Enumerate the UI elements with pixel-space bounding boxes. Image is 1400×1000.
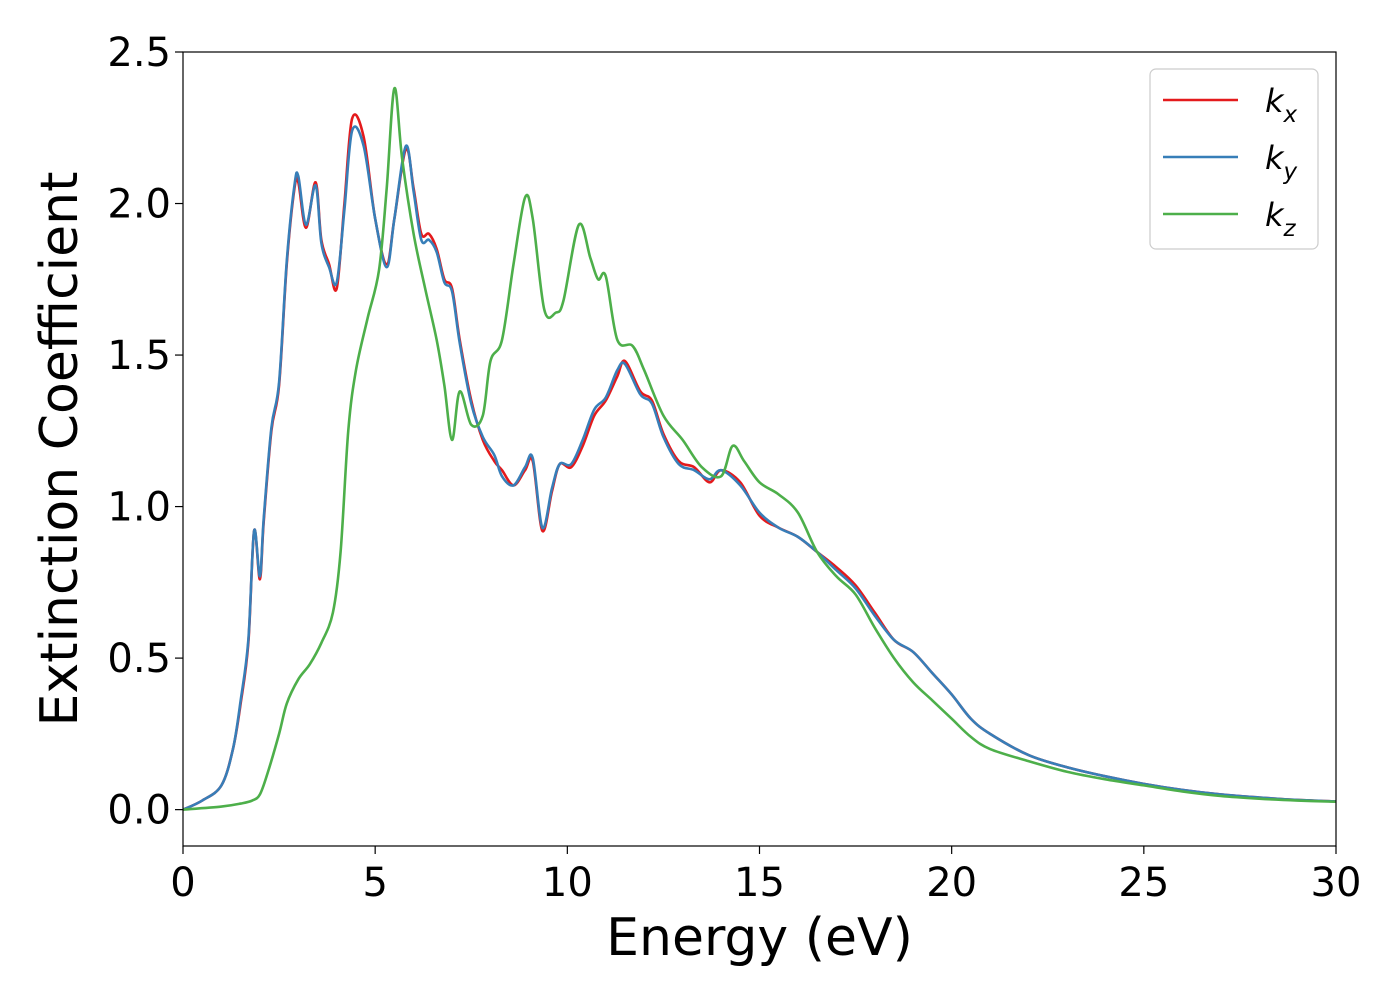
y-axis: 0.0 0.5 1.0 1.5 2.0 2.5 bbox=[107, 30, 183, 834]
series-layer bbox=[183, 87, 1336, 811]
y-tick-label: 1.5 bbox=[107, 333, 171, 379]
legend-label-main: k bbox=[1265, 139, 1285, 177]
legend-label-main: k bbox=[1265, 196, 1285, 234]
y-tick-label: 2.0 bbox=[107, 182, 171, 228]
y-tick-label: 1.0 bbox=[107, 485, 171, 531]
legend-label: kx bbox=[1265, 82, 1298, 128]
y-axis-label: Extinction Coefficient bbox=[30, 172, 90, 727]
y-tick-label: 0.5 bbox=[107, 636, 171, 682]
legend-label-sub: z bbox=[1283, 216, 1297, 242]
series-group bbox=[183, 87, 1336, 811]
legend-label-main: k bbox=[1265, 82, 1285, 120]
x-tick-label: 20 bbox=[926, 860, 977, 906]
y-tick-label: 0.0 bbox=[107, 788, 171, 834]
x-tick-label: 0 bbox=[170, 860, 195, 906]
series-line-k-y bbox=[183, 125, 1336, 811]
legend-label: kz bbox=[1265, 196, 1297, 242]
legend-box bbox=[1149, 68, 1319, 250]
legend-label: ky bbox=[1265, 139, 1298, 185]
y-tick-label: 2.5 bbox=[107, 30, 171, 76]
legend-label-sub: y bbox=[1283, 159, 1298, 185]
x-tick-label: 25 bbox=[1118, 860, 1169, 906]
legend-label-sub: x bbox=[1283, 102, 1298, 128]
x-tick-label: 5 bbox=[362, 860, 387, 906]
x-tick-label: 15 bbox=[734, 860, 785, 906]
x-axis: 0 5 10 15 20 25 30 bbox=[170, 846, 1361, 906]
x-tick-label: 10 bbox=[542, 860, 593, 906]
series-line-k-z bbox=[183, 87, 1336, 811]
x-axis-label: Energy (eV) bbox=[606, 908, 913, 968]
x-tick-label: 30 bbox=[1311, 860, 1362, 906]
